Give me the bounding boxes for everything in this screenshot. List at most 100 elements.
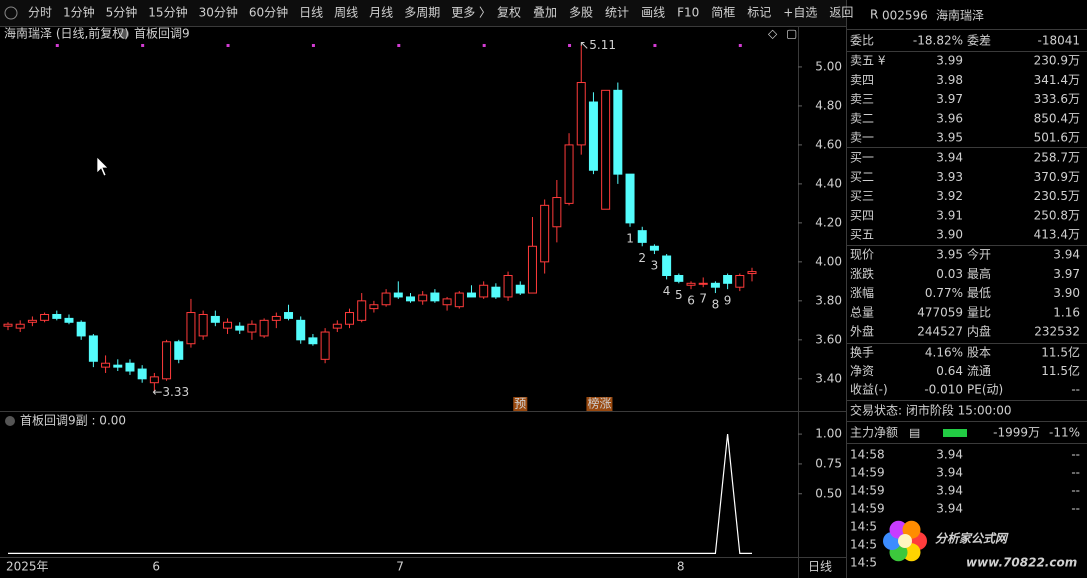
flow-icon: ▤: [909, 426, 920, 440]
toolbar-tab[interactable]: 简框: [711, 6, 735, 20]
signal-tag: 榜涨: [587, 396, 611, 411]
toolbar-tab[interactable]: 日线: [299, 6, 323, 20]
toolbar-tab[interactable]: 多股: [569, 6, 593, 20]
x-tick-label: 6: [152, 560, 160, 574]
field-label: 流通: [967, 364, 991, 378]
toolbar-tab[interactable]: 统计: [605, 6, 629, 20]
trade-price: 3.94: [936, 502, 963, 516]
field-value: 4.16%: [925, 346, 963, 360]
trade-time: 14:59: [850, 466, 885, 480]
candle-body: [393, 292, 403, 298]
candle-body: [271, 315, 281, 321]
toolbar-tab[interactable]: 周线: [334, 6, 358, 20]
toolbar-tab[interactable]: 1分钟: [63, 5, 95, 20]
field-value: 3.94: [1053, 248, 1080, 262]
toolbar-tab[interactable]: 叠加: [533, 6, 557, 20]
field-label: 涨跌: [850, 266, 874, 281]
book-label: 买五: [850, 228, 874, 242]
y-tick-label: 4.00: [815, 254, 842, 268]
field-value: 477059: [917, 305, 963, 319]
book-volume: 413.4万: [1034, 228, 1080, 242]
toolbar-tab[interactable]: 60分钟: [249, 5, 288, 20]
candle-body: [479, 284, 489, 298]
toolbar-tab[interactable]: +自选: [783, 6, 817, 20]
trade-time: 14:59: [850, 484, 885, 498]
candle-body: [137, 368, 147, 380]
trade-volume: --: [1071, 448, 1080, 462]
period-label: 日线: [808, 560, 832, 574]
toolbar-tab[interactable]: 15分钟: [148, 5, 187, 20]
y-tick-label: 0.50: [815, 486, 842, 500]
book-label: 卖四: [850, 73, 874, 87]
field-label: 净资: [850, 364, 874, 378]
logo-bg: [930, 524, 1080, 574]
trade-time: 14:5: [850, 556, 877, 570]
toolbar-tab[interactable]: 30分钟: [199, 5, 238, 20]
chart-icon[interactable]: ▢: [786, 27, 797, 41]
book-label: 卖一: [850, 131, 874, 145]
toolbar-tab[interactable]: 更多 〉: [451, 6, 491, 20]
flow-amount: -1999万: [993, 426, 1040, 440]
candle-body: [64, 317, 74, 323]
trade-time: 14:5: [850, 520, 877, 534]
candle-body: [503, 275, 513, 298]
candle-body: [576, 82, 586, 146]
trade-time: 14:59: [850, 502, 885, 516]
flow-label: 主力净额: [850, 426, 898, 440]
field-value: 3.95: [936, 248, 963, 262]
book-label: 卖三: [850, 92, 874, 106]
candle-body: [527, 245, 537, 294]
signal-dot: [568, 44, 572, 47]
field-label: 股本: [967, 346, 991, 360]
signal-tag-bg: [586, 397, 613, 411]
book-label: 卖五 ¥: [850, 54, 886, 68]
countdown-label: 7: [699, 292, 707, 306]
candle-body: [649, 245, 659, 251]
field-label: 委差: [967, 34, 991, 48]
book-volume: 501.6万: [1034, 131, 1080, 145]
candle-body: [40, 313, 50, 321]
candle-body: [345, 312, 355, 325]
field-label: 换手: [850, 346, 874, 360]
toolbar-tab[interactable]: 返回: [829, 6, 853, 20]
candle-body: [162, 341, 172, 380]
field-value: -18.82%: [913, 34, 963, 48]
book-volume: 850.4万: [1034, 111, 1080, 125]
toolbar-tab[interactable]: 多周期: [404, 6, 440, 20]
toolbar-tab[interactable]: 复权: [497, 6, 521, 20]
candle-body: [174, 341, 184, 360]
logo-petal: [902, 520, 921, 539]
book-volume: 341.4万: [1034, 73, 1080, 87]
candle-body: [296, 319, 306, 341]
candle-body: [491, 286, 501, 298]
candle-body: [332, 323, 342, 329]
candle-body: [76, 321, 86, 337]
countdown-label: 2: [638, 251, 646, 265]
book-price: 3.99: [936, 54, 963, 68]
signal-dot: [397, 44, 401, 47]
toolbar-tab[interactable]: 分时: [28, 6, 52, 20]
toolbar-tab[interactable]: 5分钟: [106, 5, 138, 20]
field-label: 委比: [850, 34, 874, 48]
book-price: 3.92: [936, 189, 963, 203]
toolbar-tab[interactable]: F10: [677, 6, 699, 20]
countdown-label: 5: [675, 288, 683, 302]
toolbar-tab[interactable]: 标记: [747, 6, 771, 20]
chart-icon[interactable]: ◇: [768, 27, 778, 41]
book-volume: 230.9万: [1034, 54, 1080, 68]
candle-body: [588, 101, 598, 171]
field-value: 244527: [917, 325, 963, 339]
y-tick-label: 0.75: [815, 456, 842, 470]
countdown-label: 3: [651, 259, 659, 273]
field-label: 外盘: [850, 324, 874, 339]
book-label: 买二: [850, 170, 874, 184]
logo-petal: [889, 520, 908, 539]
candle-body: [52, 313, 62, 319]
field-label: PE(动): [967, 383, 1003, 397]
candle-body: [564, 144, 574, 204]
toolbar-tab[interactable]: 月线: [369, 6, 393, 20]
book-price: 3.95: [936, 131, 963, 145]
toolbar-tab[interactable]: 画线: [641, 6, 665, 20]
signal-dot: [141, 44, 145, 47]
